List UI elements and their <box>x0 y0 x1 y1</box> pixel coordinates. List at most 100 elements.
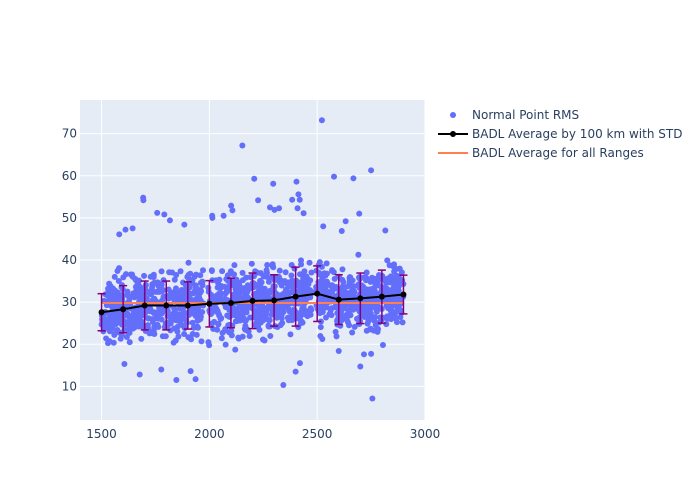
scatter-point <box>282 269 289 276</box>
scatter-point <box>189 331 196 338</box>
scatter-point <box>277 305 284 312</box>
scatter-point <box>138 335 145 342</box>
scatter-point <box>368 350 375 357</box>
scatter-point <box>122 226 129 233</box>
scatter-point <box>140 197 147 204</box>
scatter-point <box>327 307 334 314</box>
scatter-point <box>190 324 197 331</box>
y-tick-label: 60 <box>62 169 77 183</box>
scatter-point <box>306 307 313 314</box>
scatter-point <box>129 225 136 232</box>
scatter-point <box>287 331 294 338</box>
scatter-point <box>363 269 370 276</box>
scatter-point <box>367 288 374 295</box>
scatter-point <box>284 281 291 288</box>
scatter-point <box>241 304 248 311</box>
y-tick-label: 70 <box>62 127 77 141</box>
scatter-point <box>369 395 376 402</box>
scatter-point <box>247 314 254 321</box>
average-point <box>163 302 170 309</box>
scatter-point <box>209 212 216 219</box>
scatter-point <box>267 332 274 339</box>
scatter-point <box>387 314 394 321</box>
scatter-point <box>350 283 357 290</box>
scatter-point <box>345 308 352 315</box>
scatter-point <box>155 283 162 290</box>
scatter-point <box>131 313 138 320</box>
scatter-point <box>269 304 276 311</box>
average-point <box>120 306 127 313</box>
scatter-point <box>300 210 307 217</box>
scatter-point <box>195 304 202 311</box>
scatter-point <box>181 325 188 332</box>
scatter-point <box>364 320 371 327</box>
scatter-point <box>393 272 400 279</box>
legend[interactable]: Normal Point RMS BADL Average by 100 km w… <box>438 108 682 160</box>
scatter-point <box>280 382 287 389</box>
scatter-point <box>228 332 235 339</box>
scatter-point <box>124 288 131 295</box>
scatter-point <box>308 269 315 276</box>
scatter-point <box>303 284 310 291</box>
scatter-point <box>322 302 329 309</box>
scatter-point <box>215 293 222 300</box>
scatter-point <box>228 327 235 334</box>
scatter-point <box>397 307 404 314</box>
scatter-point <box>323 278 330 285</box>
scatter-point <box>399 319 406 326</box>
grid-lines <box>80 100 426 420</box>
scatter-point <box>356 274 363 281</box>
scatter-point <box>366 326 373 333</box>
scatter-point <box>219 268 226 275</box>
scatter-point <box>187 291 194 298</box>
scatter-point <box>246 333 253 340</box>
scatter-point <box>160 293 167 300</box>
legend-label: Normal Point RMS <box>472 108 579 122</box>
scatter-point <box>255 197 262 204</box>
scatter-point <box>136 371 143 378</box>
scatter-point <box>333 284 340 291</box>
scatter-point <box>364 309 371 316</box>
scatter-point <box>396 265 403 272</box>
scatter-point <box>349 329 356 336</box>
scatter-point <box>110 339 117 346</box>
scatter-point <box>236 303 243 310</box>
scatter-point <box>135 308 142 315</box>
scatter-point <box>103 335 110 342</box>
scatter-point <box>266 290 273 297</box>
scatter-point <box>351 323 358 330</box>
scatter-point <box>383 302 390 309</box>
average-point <box>98 309 105 316</box>
scatter-point <box>134 291 141 298</box>
scatter-point <box>324 288 331 295</box>
scatter-point <box>289 196 296 203</box>
scatter-point <box>197 313 204 320</box>
scatter-point <box>283 287 290 294</box>
scatter-point <box>342 218 349 225</box>
scatter-point <box>185 259 192 266</box>
legend-item[interactable]: BADL Average for all Ranges <box>438 146 644 160</box>
scatter-point <box>292 368 299 375</box>
scatter-point <box>181 221 188 228</box>
scatter-point <box>333 333 340 340</box>
scatter-point <box>274 323 281 330</box>
scatter-point <box>205 284 212 291</box>
legend-label: BADL Average by 100 km with STD <box>472 127 682 141</box>
legend-item[interactable]: Normal Point RMS <box>450 108 579 122</box>
scatter-point <box>205 339 212 346</box>
x-tick-label: 3000 <box>410 427 441 441</box>
scatter-point <box>298 285 305 292</box>
scatter-point <box>232 346 239 353</box>
scatter-point <box>235 293 242 300</box>
scatter-point <box>331 173 338 180</box>
scatter-point <box>218 335 225 342</box>
scatter-point <box>242 322 249 329</box>
y-tick-label: 10 <box>62 379 77 393</box>
scatter-point <box>132 283 139 290</box>
scatter-point <box>171 276 178 283</box>
scatter-point <box>192 376 199 383</box>
scatter-point <box>317 324 324 331</box>
scatter-point <box>150 310 157 317</box>
scatter-point <box>158 366 165 373</box>
legend-item[interactable]: BADL Average by 100 km with STD <box>438 127 682 141</box>
